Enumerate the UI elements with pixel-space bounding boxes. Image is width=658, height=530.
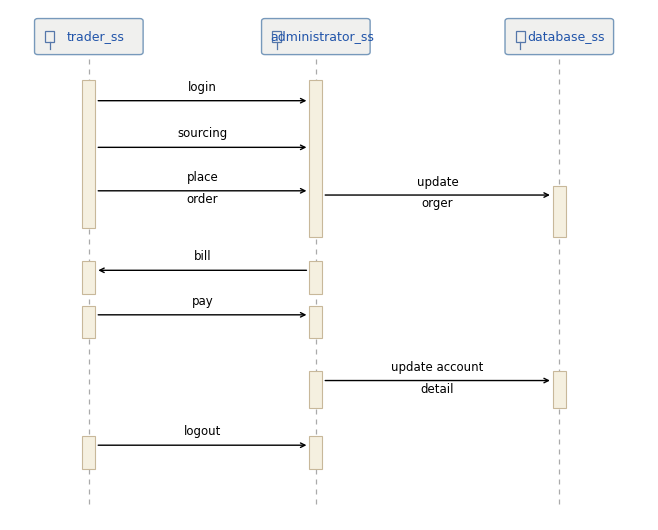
Bar [309, 371, 322, 408]
Bar [553, 371, 566, 408]
FancyBboxPatch shape [35, 19, 143, 55]
Text: database_ss: database_ss [527, 30, 605, 43]
Text: pay: pay [191, 295, 213, 308]
Text: sourcing: sourcing [177, 127, 228, 140]
Text: place: place [186, 171, 218, 184]
Bar [82, 261, 95, 294]
Bar [309, 436, 322, 469]
Bar [309, 306, 322, 338]
Text: update: update [417, 175, 459, 189]
Text: trader_ss: trader_ss [66, 30, 124, 43]
Text: administrator_ss: administrator_ss [270, 30, 374, 43]
Bar [82, 80, 95, 228]
Text: logout: logout [184, 425, 221, 438]
Bar [553, 186, 566, 237]
Text: order: order [186, 193, 218, 206]
Bar [309, 80, 322, 237]
Text: login: login [188, 81, 216, 94]
Bar [82, 436, 95, 469]
Text: bill: bill [193, 250, 211, 263]
Text: update account: update account [392, 361, 484, 374]
FancyBboxPatch shape [261, 19, 370, 55]
Bar [309, 261, 322, 294]
Bar [82, 306, 95, 338]
Text: detail: detail [421, 383, 454, 396]
Text: orger: orger [422, 197, 453, 210]
FancyBboxPatch shape [505, 19, 614, 55]
